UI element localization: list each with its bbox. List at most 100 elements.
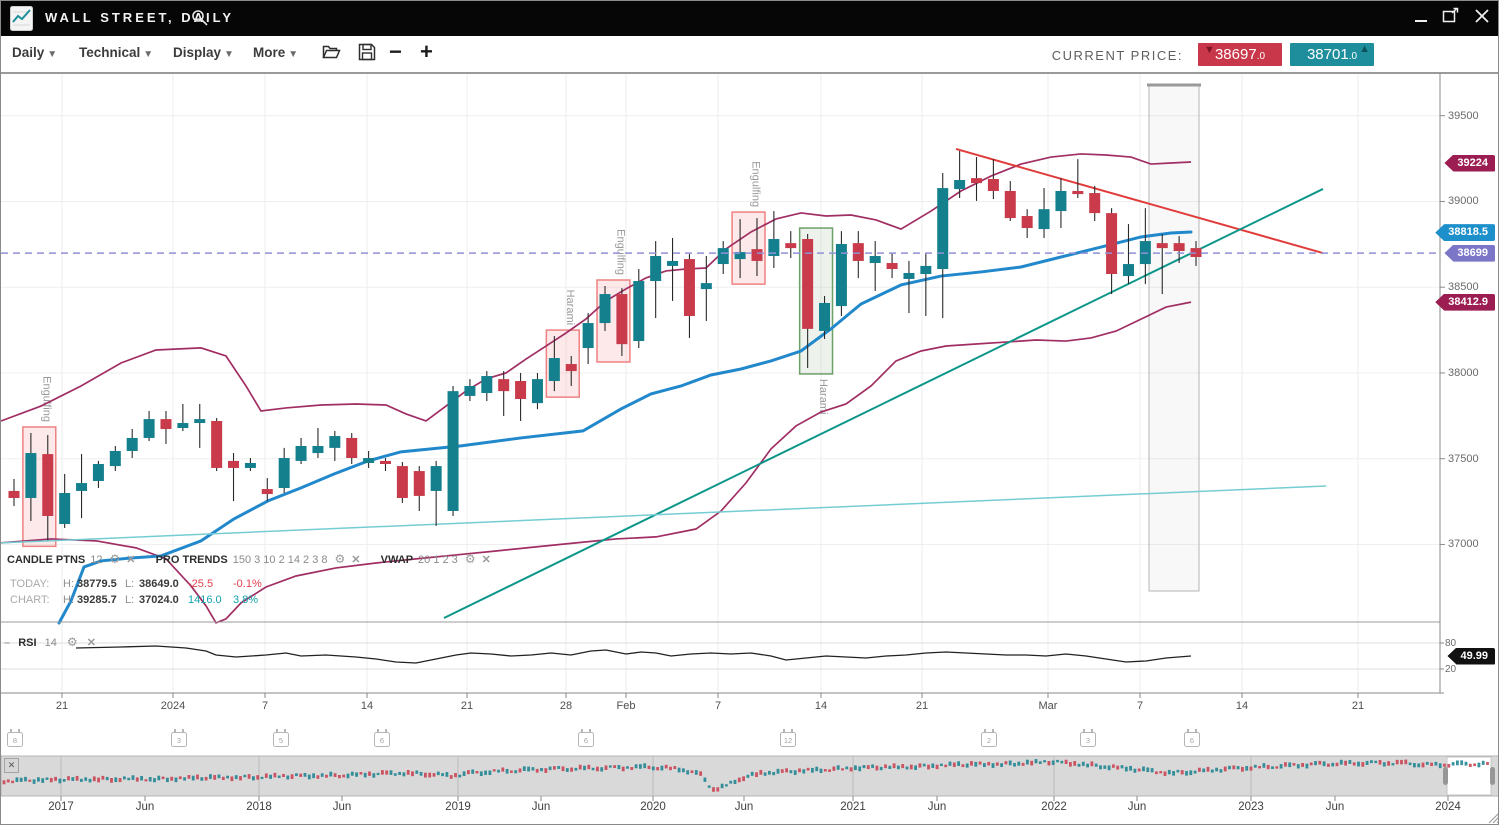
close-button[interactable] [1474,8,1490,29]
calendar-event-icon[interactable]: 6 [1184,729,1200,747]
navigator-candle [918,763,922,768]
navigator-candle [841,768,844,771]
navigator-candle [454,773,457,778]
menu-display[interactable]: Display ▼ [173,45,234,60]
candle-body [531,379,543,404]
calendar-event-icon[interactable]: 12 [780,729,796,747]
candle-body [667,260,679,266]
buy-price-button[interactable]: 38701.0 ▲ [1290,43,1374,66]
gear-icon[interactable]: ⚙ [464,552,476,566]
navigator-candle [32,779,36,784]
navigator-candle [793,770,797,775]
menu-more[interactable]: More ▼ [253,45,299,60]
navigator-candle [995,762,999,766]
close-icon[interactable]: ✕ [351,554,361,566]
arrow-up-icon: ▲ [1359,43,1370,55]
navigator-candle [282,773,285,777]
zoom-out-button[interactable]: − [389,39,402,64]
navigator-close-button[interactable]: ✕ [4,758,19,773]
navigator-candle [1215,767,1218,772]
navigator-candle [905,766,909,770]
candle-body [363,458,375,463]
navigator-candle [944,764,948,768]
candle-body [126,437,138,451]
close-icon[interactable]: ✕ [126,554,136,566]
candle-body [1055,190,1067,212]
navigator-candle [716,787,720,792]
navigator-axis-label: 2017 [48,801,74,813]
window-title: WALL STREET, DAILY [45,10,235,25]
navigator-candle [651,766,655,771]
close-icon[interactable]: ✕ [86,637,96,649]
navigator-candle [1314,761,1317,766]
save-icon[interactable] [358,43,376,66]
calendar-event-icon[interactable]: 8 [7,729,23,747]
menu-timeframe[interactable]: Daily ▼ [12,45,58,60]
calendar-event-icon[interactable]: 3 [171,729,187,747]
calendar-event-icon[interactable]: 2 [981,729,997,747]
candle-body [295,446,307,461]
navigator-candle [948,761,952,766]
popout-button[interactable] [1442,7,1460,29]
calendar-event-icon[interactable]: 6 [374,729,390,747]
navigator-candle [1103,765,1107,769]
navigator-candle [355,772,358,777]
navigator-candle [798,768,801,773]
navigator-candle [1090,761,1094,767]
indicator-rsi: – RSI 14 ⚙ ✕ [4,635,96,649]
navigator-candle [1017,761,1021,766]
sell-price-button[interactable]: ▼ 38697.0 [1198,43,1282,66]
navigator-candle [1322,761,1326,767]
gear-icon[interactable]: ⚙ [334,552,346,566]
navigator-candle [191,775,195,781]
navigator-selection-handle [1490,767,1495,785]
navigator-candle [1262,763,1266,768]
navigator-candle [565,768,569,772]
navigator-candle [449,775,453,779]
pattern-box-engulfing [22,426,57,548]
minimize-button[interactable] [1414,8,1428,29]
drag-handle-icon[interactable]: – [4,637,11,649]
navigator-candle [965,763,969,768]
menu-technical[interactable]: Technical ▼ [79,45,154,60]
gear-icon[interactable]: ⚙ [66,635,78,649]
navigator-candle [1417,763,1421,768]
open-folder-icon[interactable] [322,43,341,65]
navigator-candle [419,771,423,776]
navigator-candle [15,777,19,783]
navigator-candle [1288,762,1292,768]
navigator-candle [492,769,496,772]
calendar-event-icon[interactable]: 3 [1080,729,1096,747]
navigator-candle [1116,765,1120,770]
candle-body [1004,190,1016,219]
navigator-candle [333,773,337,777]
navigator-candle [441,773,444,777]
candle-body [869,255,881,264]
navigator-candle [432,773,436,777]
gear-icon[interactable]: ⚙ [109,552,121,566]
calendar-event-icon[interactable]: 6 [578,729,594,747]
navigator-candle [1370,760,1373,764]
candle-body [92,464,104,481]
navigator-candle [28,779,32,782]
price-tag: 38818.5 [1435,224,1495,242]
navigator-candle [1481,760,1485,765]
navigator-candle [742,776,745,782]
candle-body [582,323,594,349]
navigator-candle [1284,762,1287,767]
candle-body [42,454,54,516]
search-icon[interactable] [191,9,208,31]
navigator-candle [1000,763,1003,768]
time-axis-label: 14 [814,700,828,712]
navigator-candle [1021,762,1025,766]
navigator-candle [1275,766,1279,769]
time-axis-label: 7 [261,700,269,712]
candle-body [903,272,915,279]
zoom-in-button[interactable]: + [420,39,433,64]
calendar-event-icon[interactable]: 5 [273,729,289,747]
navigator-candle [217,774,221,779]
navigator-candle [780,769,784,773]
candle-body [109,450,121,467]
close-icon[interactable]: ✕ [481,554,491,566]
